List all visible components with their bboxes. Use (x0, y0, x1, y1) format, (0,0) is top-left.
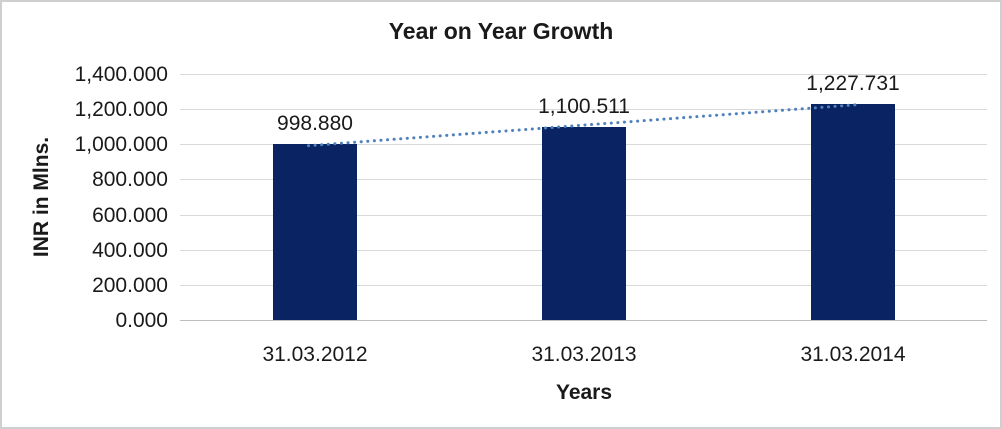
x-axis-line (180, 320, 987, 321)
bar-value-label: 1,100.511 (538, 95, 630, 118)
bar-31.03.2012 (273, 144, 357, 320)
y-tick-label: 0.000 (115, 309, 168, 332)
x-axis-title: Years (555, 381, 613, 404)
chart-title: Year on Year Growth (388, 18, 614, 44)
x-tick-label: 31.03.2013 (531, 343, 637, 366)
y-tick-label: 1,200.000 (74, 98, 168, 121)
bar-value-label: 998.880 (277, 112, 353, 135)
y-gridline (180, 74, 987, 75)
x-tick-label: 31.03.2012 (262, 343, 368, 366)
y-tick-label: 400.000 (92, 239, 168, 262)
y-tick-label: 1,400.000 (74, 63, 168, 86)
x-tick-label: 31.03.2014 (800, 343, 906, 366)
y-tick-label: 800.000 (92, 168, 168, 191)
bar-31.03.2013 (542, 127, 626, 320)
y-tick-label: 600.000 (92, 204, 168, 227)
bar-value-label: 1,227.731 (806, 72, 900, 95)
y-tick-label: 200.000 (92, 274, 168, 297)
y-tick-label: 1,000.000 (74, 133, 168, 156)
bar-31.03.2014 (811, 104, 895, 320)
